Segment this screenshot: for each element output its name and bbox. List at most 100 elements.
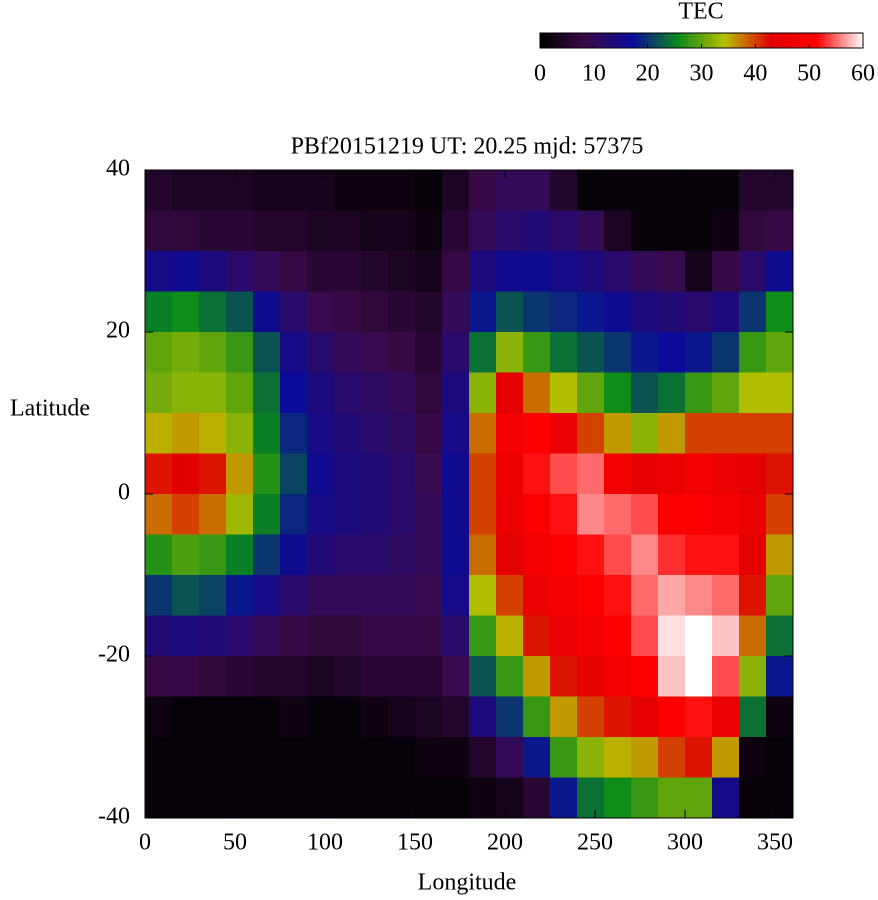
heatmap-cell <box>172 494 200 535</box>
heatmap-cell <box>550 737 578 778</box>
heatmap-cell <box>307 494 335 535</box>
heatmap-cell <box>550 251 578 292</box>
heatmap-cell <box>145 656 173 697</box>
heatmap-cell <box>739 251 767 292</box>
heatmap-cell <box>739 291 767 333</box>
heatmap-cell <box>631 534 659 576</box>
heatmap-cell <box>226 170 254 211</box>
heatmap-cell <box>496 332 524 373</box>
heatmap-cell <box>388 372 416 414</box>
heatmap-cell <box>766 413 794 454</box>
heatmap-cell <box>172 656 200 697</box>
heatmap-cell <box>712 251 740 292</box>
heatmap-cell <box>739 372 767 414</box>
x-tick-label: 300 <box>667 830 703 856</box>
heatmap-cell <box>334 210 362 252</box>
heatmap-cell <box>577 453 605 495</box>
heatmap-cell <box>469 575 497 616</box>
heatmap-cell <box>361 575 389 616</box>
x-tick-label: 200 <box>487 830 523 856</box>
heatmap-cell <box>523 372 551 414</box>
heatmap-cell <box>415 170 443 211</box>
heatmap-cell <box>712 777 740 819</box>
heatmap-cell <box>631 656 659 697</box>
heatmap-cell <box>253 251 281 292</box>
heatmap-cell <box>361 494 389 535</box>
heatmap-cell <box>604 332 632 373</box>
heatmap-cell <box>172 737 200 778</box>
heatmap-cell <box>226 696 254 738</box>
heatmap-cell <box>226 737 254 778</box>
heatmap-cell <box>712 494 740 535</box>
heatmap-cell <box>442 615 470 657</box>
heatmap-cell <box>496 656 524 697</box>
heatmap-cell <box>442 777 470 819</box>
heatmap-cell <box>712 656 740 697</box>
heatmap-cell <box>523 251 551 292</box>
heatmap-cell <box>739 534 767 576</box>
heatmap-cell <box>685 291 713 333</box>
heatmap-cell <box>280 737 308 778</box>
heatmap-cell <box>469 413 497 454</box>
y-axis-label: Latitude <box>10 396 90 422</box>
heatmap-cell <box>442 696 470 738</box>
heatmap-cell <box>199 777 227 819</box>
heatmap-cell <box>658 291 686 333</box>
heatmap-cell <box>226 777 254 819</box>
heatmap-cell <box>577 210 605 252</box>
heatmap-cell <box>739 453 767 495</box>
heatmap-cell <box>307 251 335 292</box>
heatmap-cell <box>577 696 605 738</box>
heatmap-cell <box>604 696 632 738</box>
heatmap-cell <box>199 575 227 616</box>
heatmap-cell <box>469 696 497 738</box>
heatmap-cell <box>685 251 713 292</box>
heatmap-cell <box>739 696 767 738</box>
heatmap-cell <box>712 210 740 252</box>
heatmap-cell <box>145 251 173 292</box>
heatmap-cell <box>442 494 470 535</box>
heatmap-cell <box>172 210 200 252</box>
heatmap-cell <box>199 534 227 576</box>
heatmap-cell <box>712 615 740 657</box>
heatmap-cell <box>226 332 254 373</box>
heatmap-cell <box>739 656 767 697</box>
heatmap-cell <box>145 413 173 454</box>
heatmap-cell <box>766 777 794 819</box>
heatmap-cell <box>388 291 416 333</box>
heatmap-cell <box>280 291 308 333</box>
heatmap-cell <box>415 210 443 252</box>
heatmap-cell <box>226 372 254 414</box>
heatmap-cell <box>604 737 632 778</box>
heatmap-cell <box>145 494 173 535</box>
heatmap-cell <box>577 251 605 292</box>
heatmap-cell <box>307 575 335 616</box>
heatmap-cell <box>442 291 470 333</box>
heatmap-cell <box>361 372 389 414</box>
heatmap-cell <box>496 413 524 454</box>
heatmap-cell <box>577 494 605 535</box>
heatmap-cell <box>307 777 335 819</box>
heatmap-cell <box>145 696 173 738</box>
heatmap-cell <box>280 372 308 414</box>
heatmap-cell <box>496 737 524 778</box>
heatmap-cell <box>658 494 686 535</box>
heatmap-cell <box>577 332 605 373</box>
heatmap-cell <box>388 534 416 576</box>
heatmap-cell <box>145 291 173 333</box>
heatmap-cell <box>631 696 659 738</box>
heatmap-cell <box>631 251 659 292</box>
heatmap-cell <box>766 251 794 292</box>
heatmap-cell <box>388 332 416 373</box>
heatmap-cell <box>388 251 416 292</box>
heatmap-cell <box>523 737 551 778</box>
heatmap-cell <box>361 777 389 819</box>
heatmap-cell <box>604 615 632 657</box>
heatmap-cell <box>172 332 200 373</box>
heatmap-cell <box>442 656 470 697</box>
heatmap-cell <box>712 534 740 576</box>
heatmap-cell <box>145 777 173 819</box>
heatmap-cell <box>631 575 659 616</box>
heatmap-cell <box>388 494 416 535</box>
heatmap-cell <box>496 291 524 333</box>
